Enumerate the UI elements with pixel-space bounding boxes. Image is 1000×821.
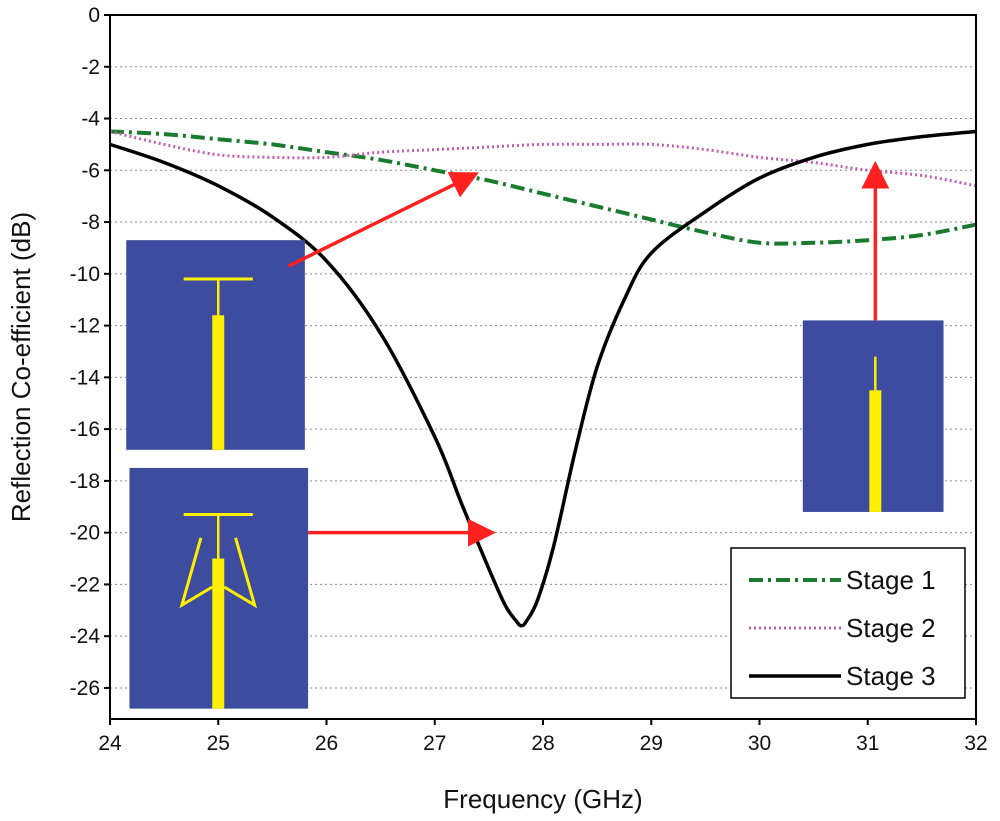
- antenna-insets: [126, 160, 944, 709]
- feed-line-wide: [212, 558, 225, 709]
- series-line-stage-2: [109, 130, 977, 188]
- y-tick-label: -12: [70, 315, 100, 338]
- legend-label-stage-3: Stage 3: [846, 661, 936, 691]
- series-line-stage-1: [109, 129, 977, 246]
- feed-line-wide: [869, 390, 882, 512]
- feed-line-wide: [212, 315, 225, 450]
- left-flare-arm: [179, 537, 214, 609]
- x-tick-label: 31: [856, 732, 879, 755]
- legend: Stage 1 Stage 2 Stage 3: [730, 547, 966, 699]
- annotation-arrow: [287, 172, 479, 268]
- y-tick-label: -22: [70, 573, 100, 596]
- x-tick-label: 24: [98, 732, 122, 755]
- y-axis-title: Reflection Co-efficient (dB): [6, 212, 36, 522]
- x-tick-label: 29: [640, 732, 663, 755]
- y-tick-label: -18: [70, 470, 100, 493]
- stage1-antenna: [126, 240, 305, 450]
- series-layer: [109, 129, 977, 628]
- y-tick-label: -2: [81, 56, 100, 79]
- y-tick-label: -6: [81, 159, 100, 182]
- x-tick-label: 32: [964, 732, 987, 755]
- right-flare-arm: [223, 537, 258, 609]
- x-tick-label: 25: [207, 732, 230, 755]
- x-axis-title: Frequency (GHz): [443, 784, 642, 814]
- series-line-stage-3: [109, 129, 977, 628]
- y-tick-label: -8: [81, 211, 100, 234]
- y-tick-label: -10: [70, 263, 100, 286]
- y-tick-label: -14: [70, 366, 101, 389]
- legend-box: [730, 547, 966, 699]
- stage2-antenna: [802, 320, 944, 512]
- legend-label-stage-1: Stage 1: [846, 565, 936, 595]
- x-tick-label: 26: [315, 732, 338, 755]
- y-tick-label: -26: [70, 677, 100, 700]
- y-tick-label: 0: [88, 4, 100, 27]
- x-tick-label: 30: [748, 732, 771, 755]
- x-tick-label: 27: [423, 732, 446, 755]
- y-tick-label: -24: [70, 625, 101, 648]
- axis-ticks: 0 -2 -4 -6 -8 -10 -12 -14 -16 -18 -20 -22 -24 -26 24 25…: [70, 4, 988, 755]
- y-tick-label: -4: [81, 108, 100, 131]
- y-tick-label: -16: [70, 418, 100, 441]
- legend-label-stage-2: Stage 2: [846, 613, 936, 643]
- x-tick-label: 28: [531, 732, 554, 755]
- stage3-antenna: [129, 467, 309, 709]
- y-tick-label: -20: [70, 522, 100, 545]
